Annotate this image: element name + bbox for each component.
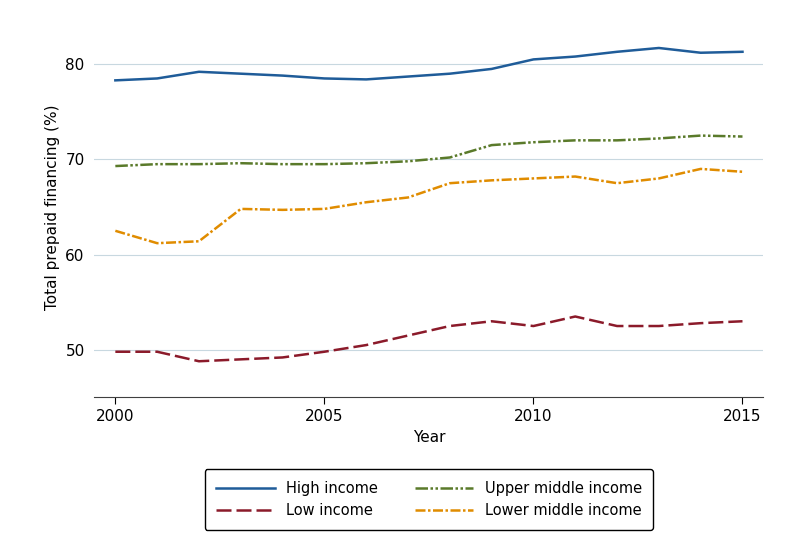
Legend: High income, Low income, Upper middle income, Lower middle income: High income, Low income, Upper middle in… bbox=[205, 470, 653, 530]
Y-axis label: Total prepaid financing (%): Total prepaid financing (%) bbox=[45, 104, 60, 310]
X-axis label: Year: Year bbox=[412, 430, 445, 445]
